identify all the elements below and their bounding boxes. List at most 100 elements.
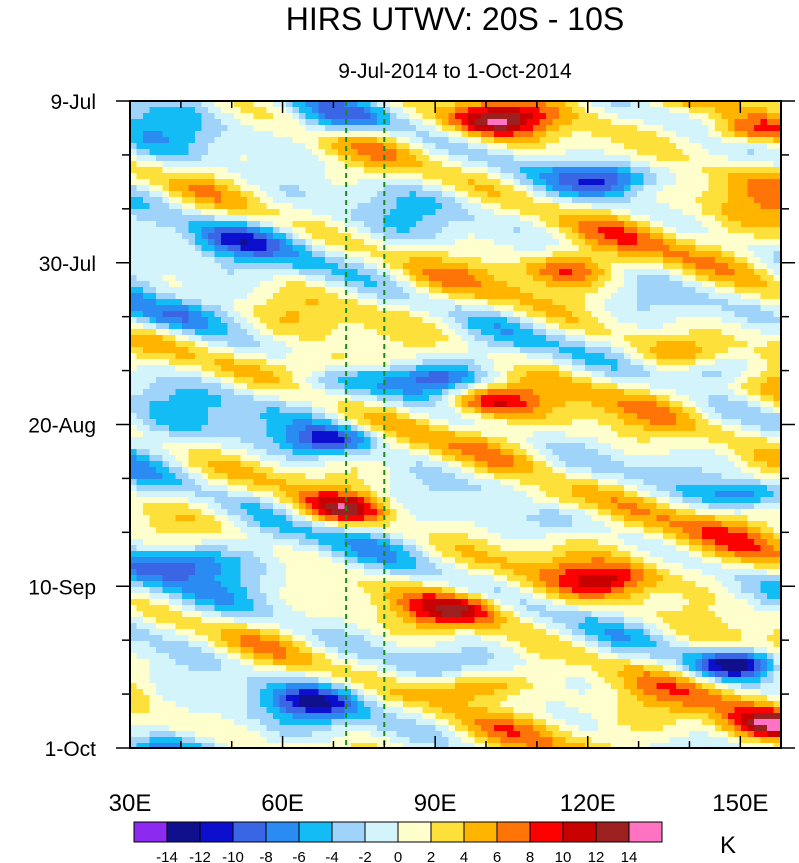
field-cell [286, 275, 294, 282]
field-cell [741, 197, 749, 204]
field-cell [422, 167, 430, 174]
field-cell [624, 143, 632, 150]
field-cell [175, 299, 183, 306]
field-cell [234, 359, 242, 366]
field-cell [487, 281, 495, 288]
field-cell [526, 311, 534, 318]
field-cell [572, 257, 580, 264]
field-cell [260, 191, 268, 198]
field-cell [546, 383, 554, 390]
field-cell [422, 179, 430, 186]
field-cell [598, 377, 606, 384]
field-cell [572, 215, 580, 222]
field-cell [702, 203, 710, 210]
field-cell [572, 227, 580, 234]
field-cell [182, 341, 190, 348]
field-cell [403, 233, 411, 240]
field-cell [370, 131, 378, 138]
field-cell [682, 233, 690, 240]
field-cell [247, 155, 255, 162]
field-cell [305, 311, 313, 318]
field-cell [754, 359, 762, 366]
field-cell [338, 317, 346, 324]
field-cell [578, 317, 586, 324]
field-cell [240, 263, 248, 270]
field-cell [370, 281, 378, 288]
field-cell [754, 239, 762, 246]
field-cell [214, 233, 222, 240]
field-cell [656, 329, 664, 336]
field-cell [435, 215, 443, 222]
field-cell [494, 323, 502, 330]
field-cell [650, 365, 658, 372]
field-cell [650, 203, 658, 210]
field-cell [481, 251, 489, 258]
field-cell [182, 335, 190, 342]
field-cell [656, 371, 664, 378]
field-cell [611, 281, 619, 288]
field-cell [396, 179, 404, 186]
field-cell [240, 131, 248, 138]
field-cell [643, 191, 651, 198]
field-cell [169, 131, 177, 138]
field-cell [689, 131, 697, 138]
field-cell [669, 239, 677, 246]
field-cell [494, 239, 502, 246]
field-cell [156, 221, 164, 228]
field-cell [416, 185, 424, 192]
field-cell [572, 131, 580, 138]
field-cell [442, 149, 450, 156]
field-cell [130, 275, 138, 282]
field-cell [240, 371, 248, 378]
field-cell [175, 257, 183, 264]
field-cell [773, 167, 781, 174]
field-cell [266, 329, 274, 336]
field-cell [650, 107, 658, 114]
field-cell [682, 155, 690, 162]
field-cell [754, 185, 762, 192]
field-cell [273, 143, 281, 150]
field-cell [416, 245, 424, 252]
field-cell [318, 335, 326, 342]
field-cell [650, 257, 658, 264]
field-cell [253, 299, 261, 306]
field-cell [741, 239, 749, 246]
field-cell [409, 317, 417, 324]
field-cell [143, 341, 151, 348]
field-cell [130, 377, 138, 384]
field-cell [396, 275, 404, 282]
field-cell [598, 173, 606, 180]
field-cell [481, 155, 489, 162]
field-cell [741, 269, 749, 276]
field-cell [656, 227, 664, 234]
field-cell [435, 341, 443, 348]
field-cell [312, 185, 320, 192]
field-cell [383, 305, 391, 312]
field-cell [533, 335, 541, 342]
field-cell [734, 107, 742, 114]
field-cell [760, 317, 768, 324]
field-cell [767, 287, 775, 294]
field-cell [747, 275, 755, 282]
field-cell [643, 347, 651, 354]
plot-area: 30E 60E 90E 120E 150E 9-Jul30-Jul20-Aug10-Se… [28, 91, 795, 817]
field-cell [676, 389, 684, 396]
field-cell [767, 383, 775, 390]
field-cell [435, 119, 443, 126]
field-cell [234, 245, 242, 252]
field-cell [448, 365, 456, 372]
field-cell [721, 293, 729, 300]
field-cell [656, 149, 664, 156]
field-cell [227, 353, 235, 360]
field-cell [591, 341, 599, 348]
field-cell [546, 353, 554, 360]
field-cell [767, 119, 775, 126]
field-cell [708, 245, 716, 252]
field-cell [357, 215, 365, 222]
field-cell [669, 341, 677, 348]
field-cell [136, 107, 144, 114]
field-cell [448, 185, 456, 192]
field-cell [370, 329, 378, 336]
field-cell [136, 239, 144, 246]
field-cell [565, 263, 573, 270]
